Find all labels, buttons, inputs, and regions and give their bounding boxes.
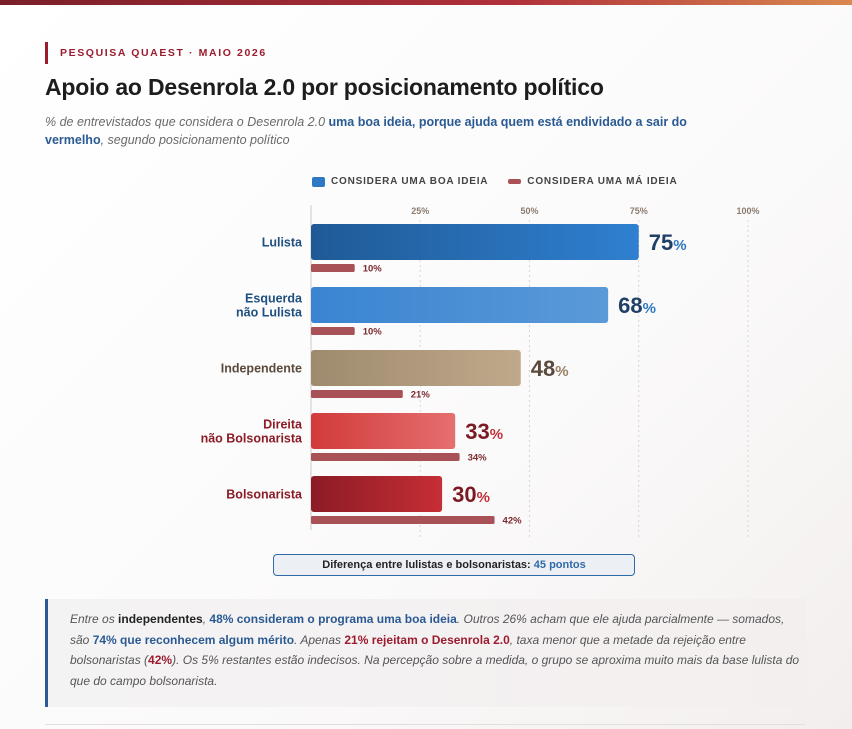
x-tick-label: 100% xyxy=(736,206,759,216)
bar-ma-ideia xyxy=(311,390,403,398)
note-text: Entre os xyxy=(70,612,119,626)
bar-ma-value-label: 21% xyxy=(411,390,431,401)
note-text: . Outros 26% acham que ele ajuda parcial… xyxy=(70,612,785,647)
note-text: ). Os 5% restantes estão indecisos. Na p… xyxy=(70,653,800,688)
category-label: Direita não Bolsonarista xyxy=(201,418,303,446)
bar-value-label: 75% xyxy=(649,230,687,255)
bar-value-label: 33% xyxy=(465,419,503,444)
note-highlight: 48% consideram o programa uma boa ideia xyxy=(209,612,457,626)
top-accent-bar xyxy=(0,0,852,5)
bar-value-label: 30% xyxy=(452,482,490,507)
footer-divider xyxy=(45,724,805,725)
legend-item-ma: CONSIDERA UMA MÁ IDEIA xyxy=(508,176,677,187)
category-label: Lulista xyxy=(262,236,303,250)
bar-ma-value-label: 10% xyxy=(363,327,383,338)
bar-boa-ideia xyxy=(311,350,521,386)
legend-swatch-boa xyxy=(312,176,325,187)
analysis-note: Entre os independentes, 48% consideram o… xyxy=(45,599,806,707)
note-highlight: 21% rejeitam o Desenrola 2.0 xyxy=(344,632,510,647)
bar-ma-ideia xyxy=(311,516,495,524)
bar-boa-ideia xyxy=(311,413,456,449)
category-label: Bolsonarista xyxy=(226,488,303,502)
note-highlight: 42% xyxy=(148,653,173,667)
subtitle-text-end: , segundo posicionamento político xyxy=(100,133,290,147)
bar-value-label: 68% xyxy=(618,293,656,318)
callout-value: 45 pontos xyxy=(533,559,586,571)
page-subtitle: % de entrevistados que considera o Desen… xyxy=(45,113,705,149)
callout-label: Diferença entre lulistas e bolsonaristas… xyxy=(322,559,534,571)
bar-ma-ideia xyxy=(311,327,355,335)
legend-label-boa: CONSIDERA UMA BOA IDEIA xyxy=(331,176,489,187)
survey-eyebrow: PESQUISA QUAEST · MAIO 2026 xyxy=(45,42,267,64)
note-highlight: independentes xyxy=(118,612,203,626)
x-tick-label: 25% xyxy=(411,206,429,216)
note-text: , xyxy=(202,612,210,626)
note-highlight: 74% que reconhecem algum mérito xyxy=(92,632,295,647)
subtitle-text: % de entrevistados que considera o Desen… xyxy=(45,115,329,129)
bar-value-label: 48% xyxy=(531,356,569,381)
page-title: Apoio ao Desenrola 2.0 por posicionament… xyxy=(45,74,604,100)
bar-ma-ideia xyxy=(311,264,355,272)
legend-label-ma: CONSIDERA UMA MÁ IDEIA xyxy=(527,176,678,187)
category-label: Independente xyxy=(221,362,302,376)
bar-boa-ideia xyxy=(311,224,639,260)
legend-item-boa: CONSIDERA UMA BOA IDEIA xyxy=(312,176,488,187)
bar-ma-ideia xyxy=(311,453,460,461)
note-text: . Apenas xyxy=(294,632,345,647)
bar-ma-value-label: 34% xyxy=(468,453,488,464)
bar-ma-value-label: 10% xyxy=(363,264,383,275)
x-tick-label: 50% xyxy=(520,206,538,216)
note-text: , taxa menor que a metade da rejeição en… xyxy=(70,632,746,668)
legend-swatch-ma xyxy=(508,179,522,184)
bar-boa-ideia xyxy=(311,476,443,512)
difference-callout: Diferença entre lulistas e bolsonaristas… xyxy=(273,554,635,576)
bar-ma-value-label: 42% xyxy=(503,516,523,527)
category-label: Esquerda não Lulista xyxy=(236,292,303,320)
bar-boa-ideia xyxy=(311,287,609,323)
bar-chart: 25% 50% 75% 100% Lulista 75% 10% Esquerda não Lu… xyxy=(201,205,760,540)
chart-legend: CONSIDERA UMA BOA IDEIA CONSIDERA UMA MÁ… xyxy=(312,176,678,187)
subtitle-highlight: uma boa ideia, porque ajuda quem está en… xyxy=(45,115,687,147)
x-tick-label: 75% xyxy=(630,206,648,216)
